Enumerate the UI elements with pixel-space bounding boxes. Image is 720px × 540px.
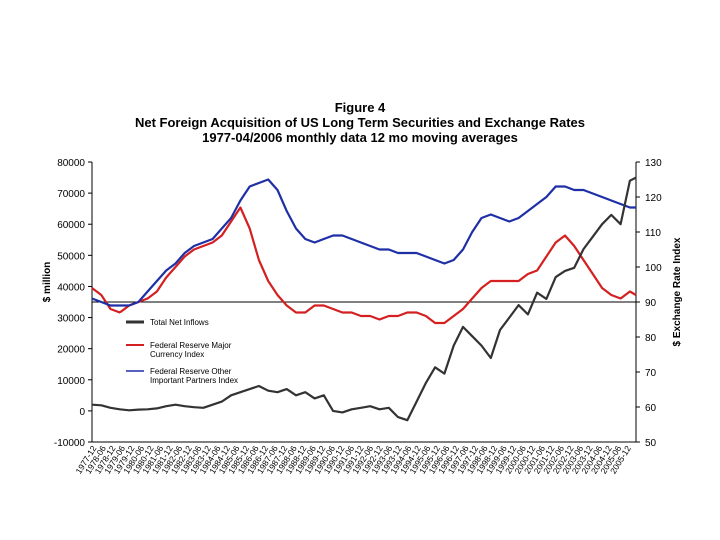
series-line-federal-reserve-major-currency-index — [91, 206, 637, 325]
legend-label-total-net-inflows: Total Net Inflows — [150, 318, 209, 327]
right-tick-label: 80 — [645, 333, 657, 344]
legend: Total Net Inflows Federal Reserve MajorCu… — [120, 313, 252, 387]
left-tick-label: 0 — [79, 407, 85, 418]
right-tick-label: 130 — [645, 158, 662, 169]
left-tick-label: 30000 — [57, 314, 85, 325]
left-tick-label: 20000 — [57, 345, 85, 356]
legend-label-other-partners-line2: Important Partners Index — [150, 376, 238, 385]
left-axis-title: $ million — [42, 262, 53, 303]
left-tick-label: 80000 — [57, 158, 85, 169]
series-group — [91, 176, 637, 422]
left-tick-label: 60000 — [57, 220, 85, 231]
right-tick-label: 70 — [645, 368, 657, 379]
legend-label-other-partners-line1: Federal Reserve Other — [150, 367, 232, 376]
series-line-federal-reserve-other-important-partners-index — [91, 178, 636, 307]
right-tick-label: 100 — [645, 263, 662, 274]
left-tick-label: 50000 — [57, 251, 85, 262]
right-axis-title: $ Exchange Rate Index — [672, 237, 683, 346]
right-tick-label: 120 — [645, 193, 662, 204]
right-tick-label: 50 — [645, 438, 657, 449]
left-tick-label: 40000 — [57, 282, 85, 293]
left-tick-label: 10000 — [57, 376, 85, 387]
right-tick-label: 90 — [645, 298, 657, 309]
left-tick-label: 70000 — [57, 189, 85, 200]
right-tick-label: 110 — [645, 228, 661, 239]
chart-subtitle-line2: 1977-04/2006 monthly data 12 mo moving a… — [202, 130, 518, 145]
chart-subtitle-line1: Net Foreign Acquisition of US Long Term … — [134, 115, 586, 130]
right-tick-label: 60 — [645, 403, 657, 414]
chart-title: Figure 4 — [334, 100, 386, 115]
left-tick-label: -10000 — [54, 438, 86, 449]
axes: -10000 0 10000 20000 30000 40000 50000 60000 700… — [42, 158, 683, 476]
legend-label-major-currency-line2: Currency Index — [150, 350, 204, 359]
legend-label-major-currency-line1: Federal Reserve Major — [150, 341, 232, 350]
series-line-total-net-inflows — [91, 176, 637, 422]
legend-background — [120, 313, 252, 387]
